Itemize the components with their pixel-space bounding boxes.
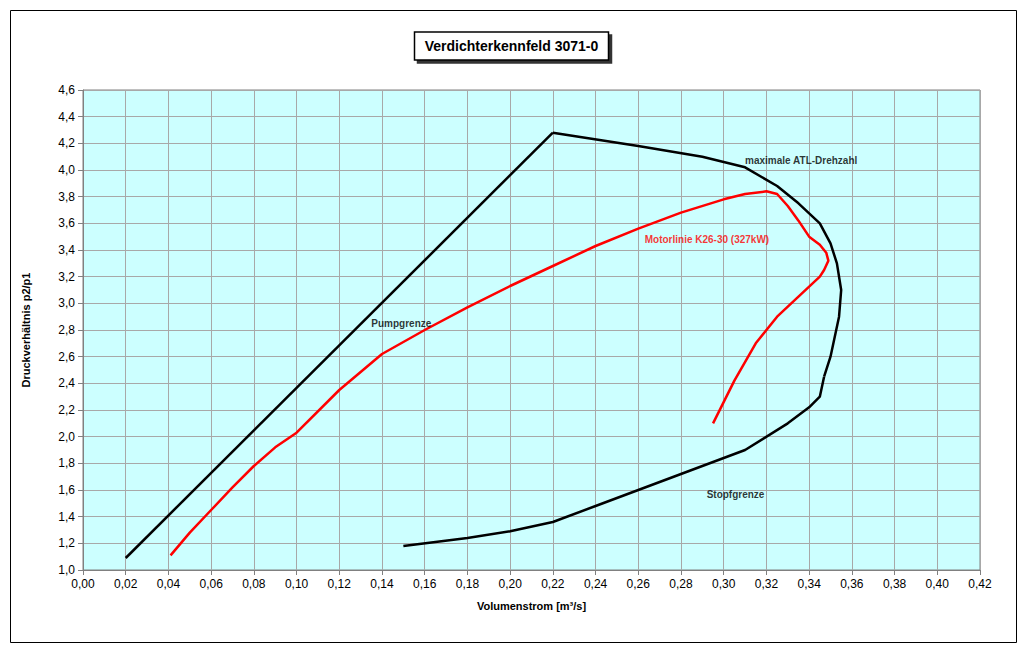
svg-text:Druckverhältnis p2/p1: Druckverhältnis p2/p1 bbox=[20, 273, 32, 388]
svg-text:0,02: 0,02 bbox=[114, 577, 138, 591]
svg-text:4,4: 4,4 bbox=[58, 110, 75, 124]
svg-text:0,30: 0,30 bbox=[712, 577, 736, 591]
svg-text:4,0: 4,0 bbox=[58, 163, 75, 177]
svg-text:3,6: 3,6 bbox=[58, 216, 75, 230]
svg-text:1,4: 1,4 bbox=[58, 510, 75, 524]
svg-text:0,16: 0,16 bbox=[413, 577, 437, 591]
svg-text:2,2: 2,2 bbox=[58, 403, 75, 417]
svg-text:Motorlinie K26-30 (327kW): Motorlinie K26-30 (327kW) bbox=[645, 234, 769, 245]
svg-text:0,40: 0,40 bbox=[926, 577, 950, 591]
svg-text:0,42: 0,42 bbox=[968, 577, 992, 591]
svg-text:Pumpgrenze: Pumpgrenze bbox=[371, 318, 431, 329]
svg-text:1,6: 1,6 bbox=[58, 483, 75, 497]
svg-text:Stopfgrenze: Stopfgrenze bbox=[707, 489, 765, 500]
svg-text:3,0: 3,0 bbox=[58, 296, 75, 310]
svg-text:0,26: 0,26 bbox=[627, 577, 651, 591]
svg-text:4,2: 4,2 bbox=[58, 136, 75, 150]
svg-text:0,28: 0,28 bbox=[669, 577, 693, 591]
svg-text:0,22: 0,22 bbox=[541, 577, 565, 591]
svg-text:0,10: 0,10 bbox=[285, 577, 309, 591]
svg-text:0,34: 0,34 bbox=[797, 577, 821, 591]
svg-text:0,18: 0,18 bbox=[456, 577, 480, 591]
svg-text:0,06: 0,06 bbox=[199, 577, 223, 591]
svg-text:1,8: 1,8 bbox=[58, 456, 75, 470]
svg-text:2,8: 2,8 bbox=[58, 323, 75, 337]
svg-text:3,4: 3,4 bbox=[58, 243, 75, 257]
svg-text:0,20: 0,20 bbox=[498, 577, 522, 591]
svg-text:2,4: 2,4 bbox=[58, 376, 75, 390]
svg-text:maximale ATL-Drehzahl: maximale ATL-Drehzahl bbox=[745, 155, 857, 166]
svg-text:0,08: 0,08 bbox=[242, 577, 266, 591]
svg-text:1,0: 1,0 bbox=[58, 563, 75, 577]
svg-text:3,2: 3,2 bbox=[58, 270, 75, 284]
svg-text:0,04: 0,04 bbox=[157, 577, 181, 591]
svg-text:3,8: 3,8 bbox=[58, 190, 75, 204]
svg-text:0,24: 0,24 bbox=[584, 577, 608, 591]
svg-text:2,6: 2,6 bbox=[58, 350, 75, 364]
svg-text:0,32: 0,32 bbox=[755, 577, 779, 591]
svg-text:1,2: 1,2 bbox=[58, 536, 75, 550]
svg-text:Volumenstrom [m³/s]: Volumenstrom [m³/s] bbox=[477, 600, 587, 612]
svg-text:2,0: 2,0 bbox=[58, 430, 75, 444]
svg-text:4,6: 4,6 bbox=[58, 83, 75, 97]
svg-text:Verdichterkennfeld 3071-0: Verdichterkennfeld 3071-0 bbox=[425, 38, 599, 54]
svg-text:0,14: 0,14 bbox=[370, 577, 394, 591]
svg-text:0,12: 0,12 bbox=[328, 577, 352, 591]
svg-text:0,00: 0,00 bbox=[71, 577, 95, 591]
svg-text:0,38: 0,38 bbox=[883, 577, 907, 591]
svg-text:0,36: 0,36 bbox=[840, 577, 864, 591]
